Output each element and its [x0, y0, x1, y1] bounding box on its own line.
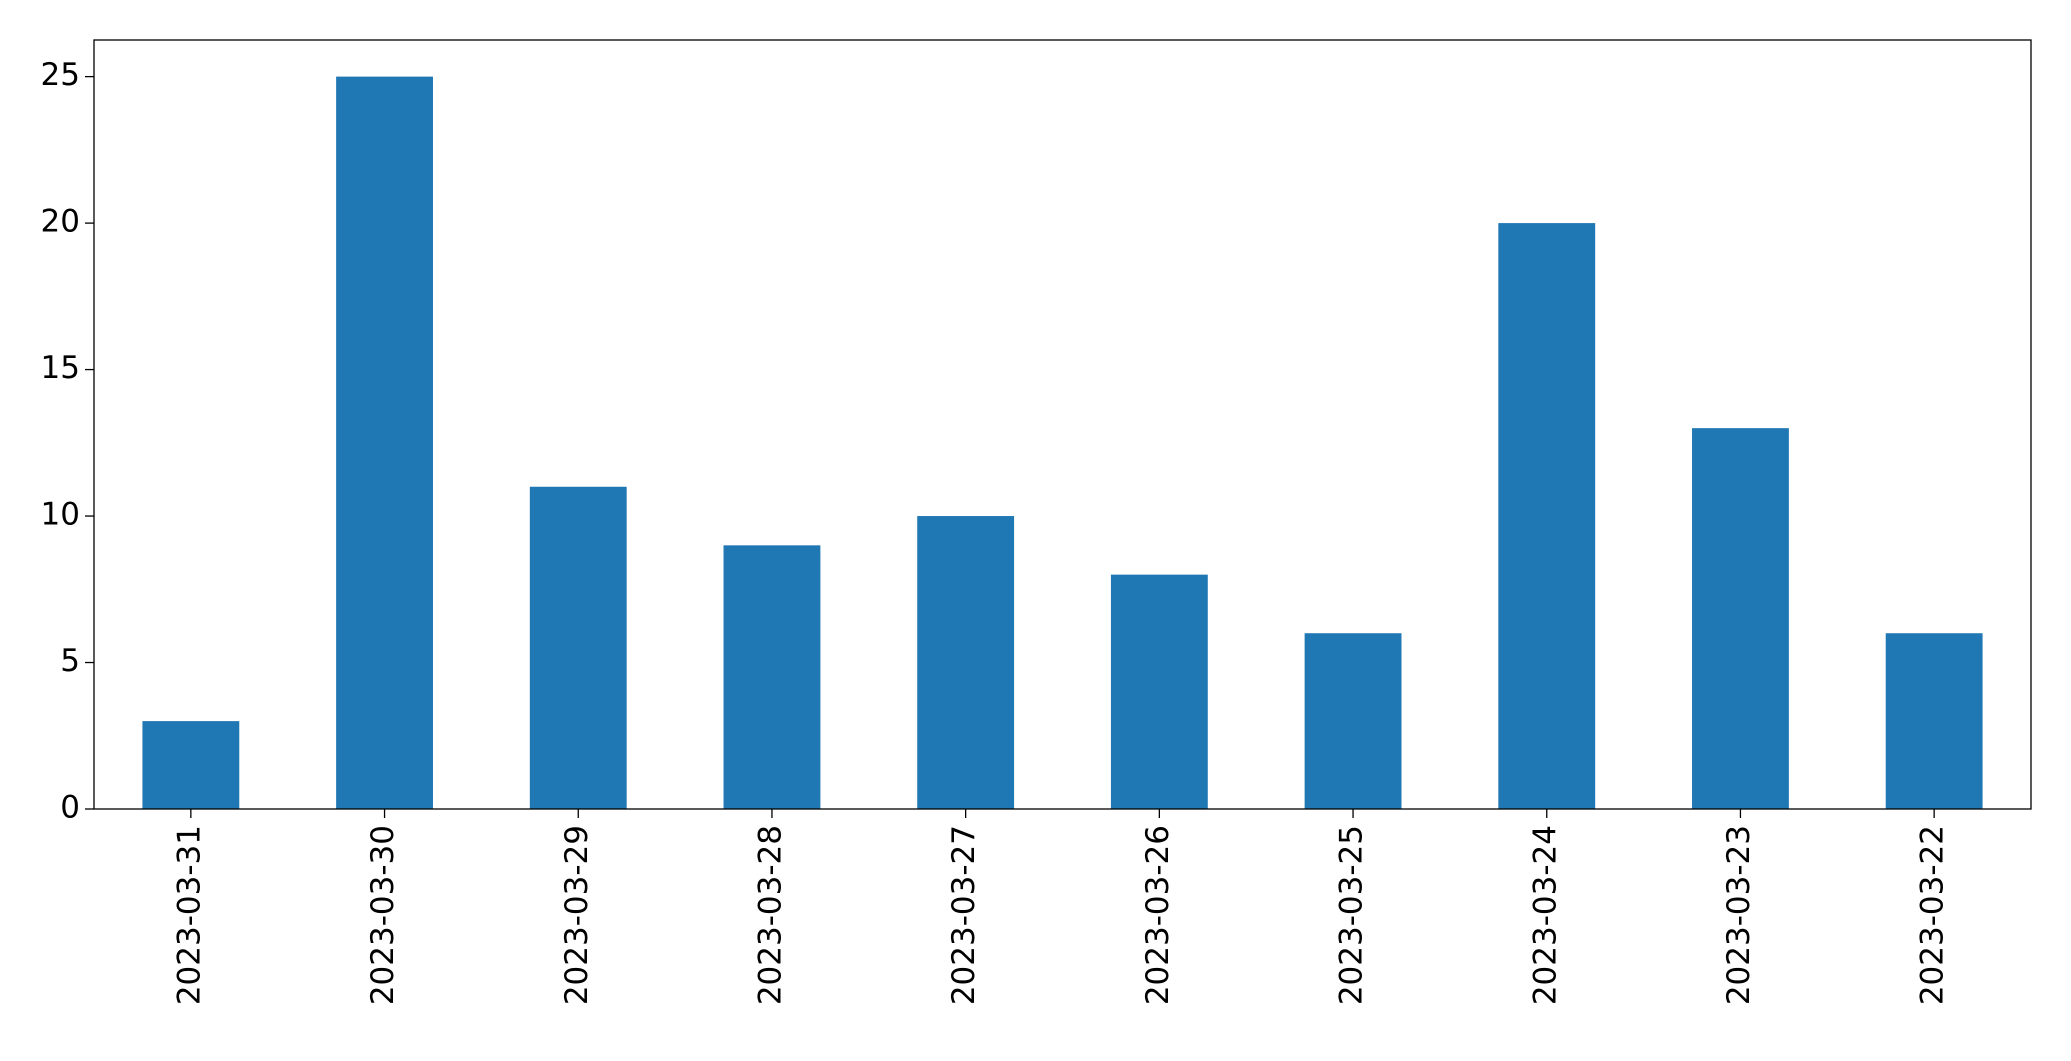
- x-tick-label: 2023-03-27: [946, 825, 982, 1005]
- bar: [142, 721, 240, 809]
- bar: [917, 516, 1015, 809]
- bar: [723, 545, 821, 809]
- x-tick-label: 2023-03-29: [559, 825, 595, 1005]
- y-tick-label: 25: [41, 57, 80, 93]
- bar: [336, 76, 433, 810]
- plot-frame: [93, 39, 2032, 810]
- bar: [1498, 223, 1596, 810]
- y-tick-label: 15: [41, 350, 80, 386]
- bar: [1885, 633, 1983, 809]
- bar: [1110, 574, 1208, 809]
- x-tick-label: 2023-03-30: [365, 825, 401, 1005]
- bar: [1692, 428, 1789, 809]
- x-tick-label: 2023-03-23: [1721, 825, 1757, 1005]
- x-tick-label: 2023-03-26: [1140, 825, 1176, 1005]
- x-tick-label: 2023-03-24: [1527, 825, 1563, 1005]
- x-tick-label: 2023-03-28: [752, 825, 788, 1005]
- x-tick-label: 2023-03-22: [1915, 825, 1951, 1005]
- y-tick-label: 10: [41, 497, 80, 533]
- bar: [529, 486, 627, 809]
- y-tick-label: 5: [60, 643, 80, 679]
- bar: [1304, 633, 1402, 809]
- y-tick-label: 0: [60, 790, 80, 826]
- y-tick-label: 20: [41, 204, 80, 240]
- x-tick-label: 2023-03-25: [1334, 825, 1370, 1005]
- x-tick-label: 2023-03-31: [171, 825, 207, 1005]
